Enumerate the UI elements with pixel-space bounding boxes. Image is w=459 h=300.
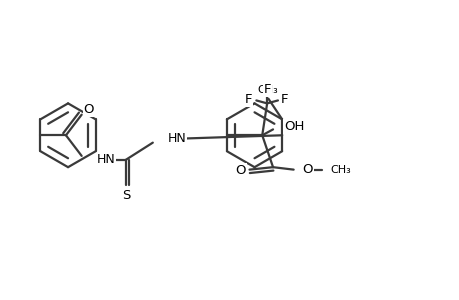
Text: F: F <box>280 93 288 106</box>
Text: HN: HN <box>96 153 115 166</box>
Text: F: F <box>244 93 252 106</box>
Text: CH₃: CH₃ <box>257 85 277 95</box>
Text: O: O <box>235 164 246 177</box>
Text: CH₃: CH₃ <box>330 165 350 175</box>
Text: O: O <box>302 163 312 176</box>
Text: S: S <box>121 189 130 202</box>
Text: F: F <box>263 83 270 96</box>
Text: OH: OH <box>283 120 303 133</box>
Text: HN: HN <box>167 132 186 145</box>
Text: O: O <box>83 103 94 116</box>
